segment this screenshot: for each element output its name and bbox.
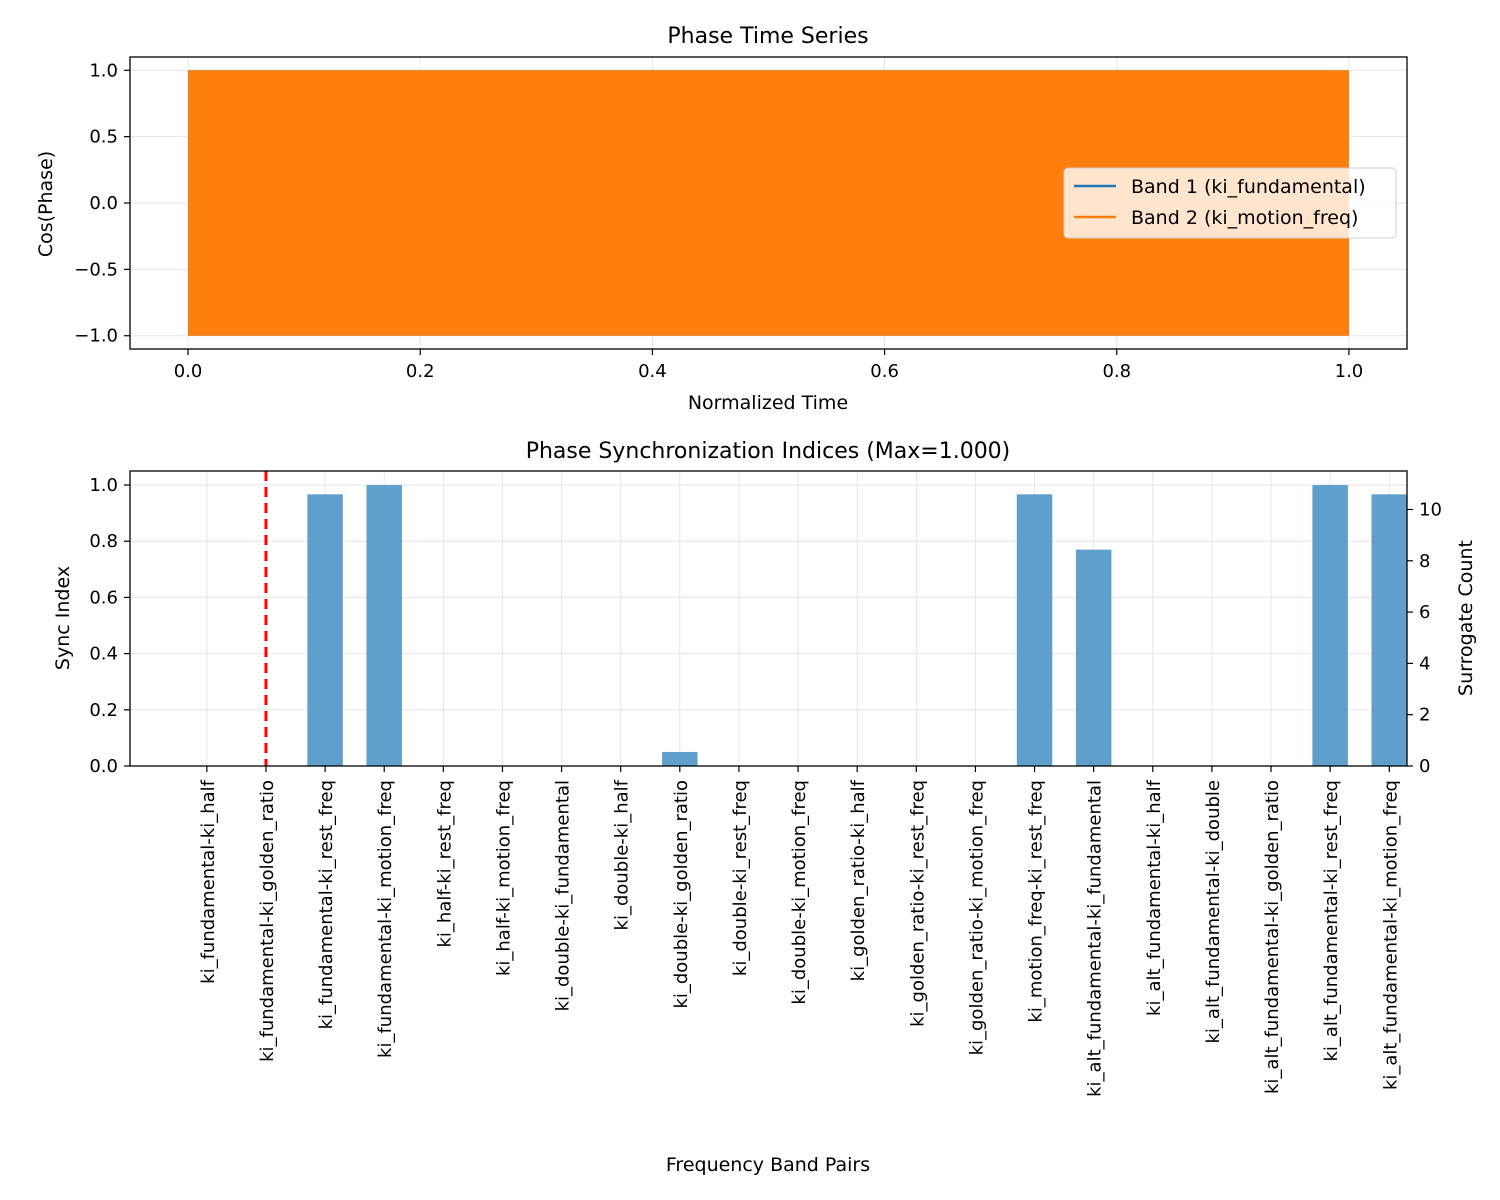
- sync-bar: [1075, 549, 1112, 766]
- bottom-y-tick-label: 0.4: [89, 644, 118, 665]
- top-x-tick-label: 0.4: [638, 361, 667, 382]
- bottom-y2-tick-label: 2: [1419, 705, 1430, 726]
- sync-bar: [1371, 494, 1407, 766]
- bottom-y2-tick-label: 10: [1419, 499, 1442, 520]
- sync-bar: [662, 751, 698, 766]
- top-y-tick-label: 0.5: [89, 127, 118, 148]
- bottom-x-tick-label: ki_alt_fundamental-ki_double: [1203, 780, 1224, 1044]
- bottom-y2-ticks: 0 2 4 6 8 10: [1407, 499, 1442, 777]
- bottom-y-axis-label: Sync Index: [52, 566, 74, 670]
- bottom-x-tick-label: ki_alt_fundamental-ki_golden_ratio: [1262, 780, 1283, 1094]
- top-x-tick-label: 0.8: [1102, 361, 1131, 382]
- top-x-tick-label: 0.6: [870, 361, 899, 382]
- bottom-x-tick-label: ki_alt_fundamental-ki_half: [1144, 779, 1165, 1016]
- bottom-x-tick-label: ki_alt_fundamental-ki_motion_freq: [1380, 780, 1401, 1090]
- top-y-tick-label: 0.0: [89, 193, 118, 214]
- bottom-x-tick-label: ki_fundamental-ki_golden_ratio: [257, 780, 278, 1062]
- bottom-x-tick-label: ki_double-ki_fundamental: [553, 780, 574, 1011]
- top-legend: Band 1 (ki_fundamental) Band 2 (ki_motio…: [1063, 167, 1397, 239]
- bottom-y2-tick-label: 6: [1419, 602, 1430, 623]
- bottom-x-tick-label: ki_double-ki_rest_freq: [730, 780, 751, 976]
- top-x-axis-label: Normalized Time: [688, 392, 848, 414]
- top-y-axis-label: Cos(Phase): [35, 151, 57, 257]
- top-y-tick-label: −0.5: [74, 259, 118, 280]
- bottom-y2-tick-label: 4: [1419, 653, 1430, 674]
- bottom-x-tick-label: ki_double-ki_golden_ratio: [671, 780, 692, 1009]
- bottom-x-ticks: ki_fundamental-ki_half ki_fundamental-ki_…: [198, 766, 1401, 1097]
- bottom-x-tick-label: ki_fundamental-ki_half: [198, 779, 219, 983]
- bottom-y-tick-label: 0.8: [89, 531, 118, 552]
- bottom-y-tick-label: 1.0: [89, 475, 118, 496]
- top-chart-title: Phase Time Series: [667, 24, 868, 49]
- bottom-x-axis-label: Frequency Band Pairs: [666, 1154, 870, 1176]
- bottom-y2-tick-label: 0: [1419, 756, 1430, 777]
- top-x-tick-label: 0.0: [174, 361, 203, 382]
- sync-bar: [307, 494, 343, 766]
- sync-bar: [366, 485, 402, 766]
- bottom-y-tick-label: 0.0: [89, 756, 118, 777]
- top-x-tick-label: 1.0: [1335, 361, 1364, 382]
- top-y-tick-label: −1.0: [74, 326, 118, 347]
- legend-box: [1063, 167, 1397, 239]
- top-x-ticks: 0.0 0.2 0.4 0.6 0.8 1.0: [174, 349, 1364, 382]
- bottom-x-tick-label: ki_fundamental-ki_motion_freq: [375, 780, 396, 1058]
- bottom-chart-title: Phase Synchronization Indices (Max=1.000…: [526, 439, 1011, 464]
- bottom-axes-frame: [129, 470, 1408, 767]
- top-y-tick-label: 1.0: [89, 60, 118, 81]
- bottom-x-tick-label: ki_half-ki_rest_freq: [434, 780, 455, 948]
- bottom-x-tick-label: ki_fundamental-ki_rest_freq: [316, 780, 337, 1029]
- sync-bar: [1312, 485, 1348, 766]
- legend-label-band2: Band 2 (ki_motion_freq): [1131, 207, 1358, 229]
- bottom-x-tick-label: ki_alt_fundamental-ki_fundamental: [1085, 780, 1106, 1097]
- bottom-x-tick-label: ki_double-ki_half: [612, 779, 633, 930]
- bottom-x-tick-label: ki_double-ki_motion_freq: [789, 780, 810, 1005]
- bottom-y-tick-label: 0.2: [89, 700, 118, 721]
- legend-label-band1: Band 1 (ki_fundamental): [1131, 176, 1366, 198]
- bottom-x-tick-label: ki_half-ki_motion_freq: [493, 780, 514, 976]
- bottom-y2-tick-label: 8: [1419, 551, 1430, 572]
- sync-bar: [1016, 494, 1053, 766]
- bottom-x-tick-label: ki_golden_ratio-ki_half: [848, 779, 869, 981]
- bottom-y-ticks: 0.0 0.2 0.4 0.6 0.8 1.0: [89, 475, 130, 777]
- sync-indices-panel: Phase Synchronization Indices (Max=1.000…: [52, 439, 1477, 1176]
- bottom-x-tick-label: ki_motion_freq-ki_rest_freq: [1026, 780, 1047, 1023]
- bottom-x-tick-label: ki_alt_fundamental-ki_rest_freq: [1321, 780, 1342, 1062]
- top-x-tick-label: 0.2: [406, 361, 435, 382]
- bottom-x-tick-label: ki_golden_ratio-ki_motion_freq: [966, 780, 987, 1055]
- top-y-ticks: −1.0 −0.5 0.0 0.5 1.0: [74, 60, 130, 347]
- bottom-bars: [307, 485, 1407, 766]
- bottom-y2-axis-label: Surrogate Count: [1455, 540, 1477, 696]
- bottom-x-tick-label: ki_golden_ratio-ki_rest_freq: [907, 780, 928, 1027]
- phase-time-series-panel: Phase Time Series 0.0 0.2 0.4 0.6 0.8 1.0 −1.…: [35, 24, 1408, 414]
- bottom-y-tick-label: 0.6: [89, 587, 118, 608]
